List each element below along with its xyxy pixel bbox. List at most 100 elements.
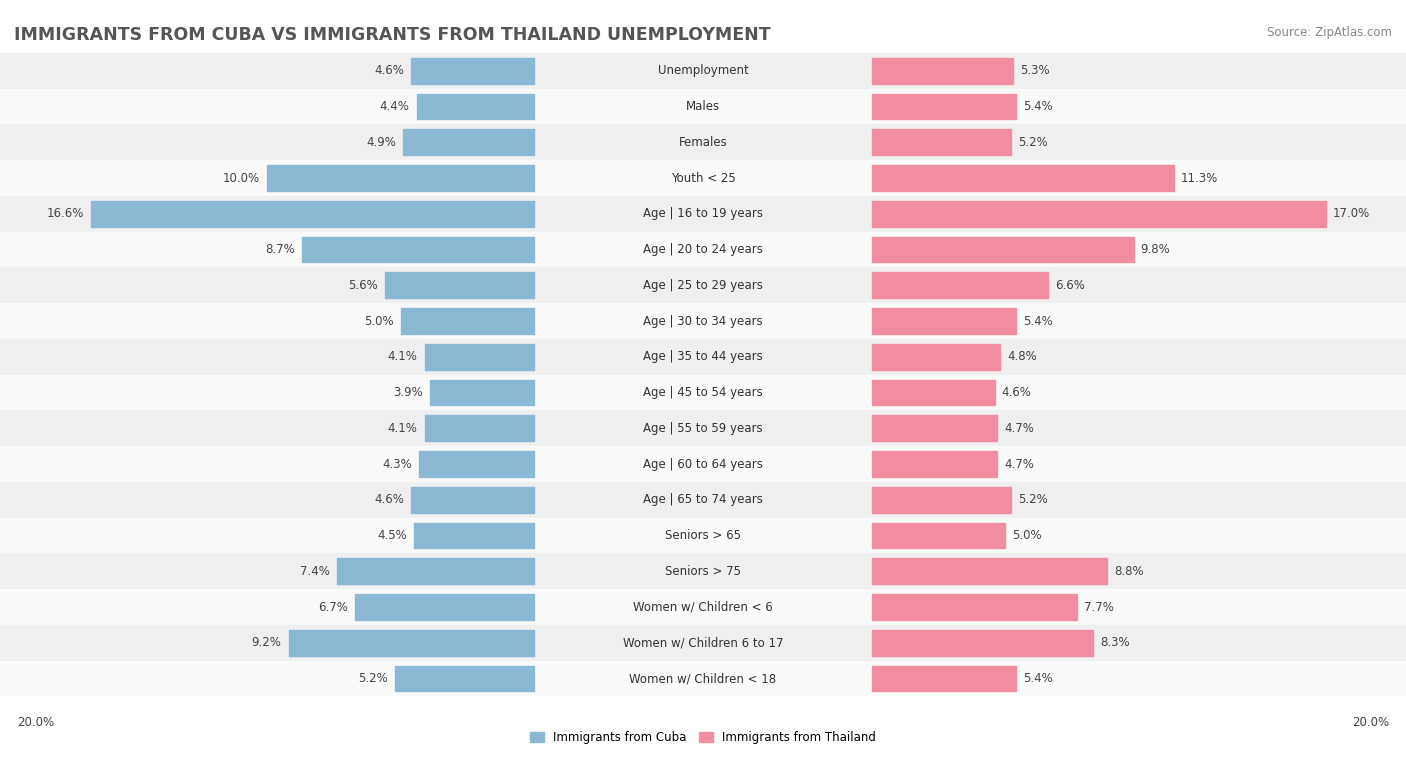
Text: Age | 60 to 64 years: Age | 60 to 64 years [643,457,763,471]
Text: 7.4%: 7.4% [299,565,329,578]
Bar [0,518,1406,553]
Text: 9.2%: 9.2% [252,637,281,650]
Bar [267,165,534,191]
Bar [872,487,1011,512]
Text: Age | 30 to 34 years: Age | 30 to 34 years [643,315,763,328]
Bar [288,630,534,656]
Bar [419,451,534,477]
Text: 5.4%: 5.4% [1024,315,1053,328]
Bar [0,304,1406,339]
Text: Women w/ Children < 18: Women w/ Children < 18 [630,672,776,685]
Bar [0,339,1406,375]
Text: 5.6%: 5.6% [347,279,378,292]
Bar [0,89,1406,124]
Text: 20.0%: 20.0% [17,716,53,730]
Text: 4.1%: 4.1% [388,350,418,363]
Bar [872,416,997,441]
Bar [872,451,997,477]
Text: 4.3%: 4.3% [382,457,412,471]
Bar [0,53,1406,89]
Bar [872,237,1133,263]
Text: 8.7%: 8.7% [266,243,295,256]
Bar [0,124,1406,160]
Bar [872,273,1047,298]
Bar [395,665,534,691]
Text: Seniors > 65: Seniors > 65 [665,529,741,542]
Bar [0,553,1406,589]
Text: 6.6%: 6.6% [1054,279,1085,292]
Text: 5.4%: 5.4% [1024,672,1053,685]
Text: Age | 25 to 29 years: Age | 25 to 29 years [643,279,763,292]
Bar [872,201,1326,227]
Bar [872,308,1017,334]
Bar [0,589,1406,625]
Text: 17.0%: 17.0% [1333,207,1369,220]
Text: 5.2%: 5.2% [1018,494,1047,506]
Text: 5.0%: 5.0% [1012,529,1042,542]
Text: 4.6%: 4.6% [1001,386,1032,399]
Text: 11.3%: 11.3% [1181,172,1218,185]
Text: Females: Females [679,136,727,149]
Text: 4.7%: 4.7% [1004,457,1035,471]
Bar [0,482,1406,518]
Bar [425,416,534,441]
Bar [0,625,1406,661]
Bar [413,522,534,548]
Bar [0,232,1406,267]
Bar [0,446,1406,482]
Bar [0,267,1406,304]
Text: Source: ZipAtlas.com: Source: ZipAtlas.com [1267,26,1392,39]
Bar [0,410,1406,446]
Bar [356,594,534,620]
Bar [872,594,1077,620]
Bar [430,380,534,406]
Text: 8.3%: 8.3% [1101,637,1130,650]
Bar [385,273,534,298]
Text: 5.2%: 5.2% [359,672,388,685]
Text: 8.8%: 8.8% [1114,565,1143,578]
Text: 5.2%: 5.2% [1018,136,1047,149]
Text: 7.7%: 7.7% [1084,600,1115,614]
Bar [416,94,534,120]
Bar [872,94,1017,120]
Bar [872,129,1011,155]
Text: 4.1%: 4.1% [388,422,418,435]
Text: 5.3%: 5.3% [1021,64,1050,77]
Text: 4.4%: 4.4% [380,100,409,113]
Bar [872,380,994,406]
Text: Age | 45 to 54 years: Age | 45 to 54 years [643,386,763,399]
Bar [872,522,1005,548]
Text: Age | 55 to 59 years: Age | 55 to 59 years [643,422,763,435]
Text: 4.8%: 4.8% [1007,350,1036,363]
Bar [336,559,534,584]
Bar [412,487,534,512]
Bar [872,665,1017,691]
Text: Seniors > 75: Seniors > 75 [665,565,741,578]
Text: 5.4%: 5.4% [1024,100,1053,113]
Bar [872,344,1000,369]
Bar [302,237,534,263]
Bar [872,559,1107,584]
Text: 4.7%: 4.7% [1004,422,1035,435]
Text: Age | 35 to 44 years: Age | 35 to 44 years [643,350,763,363]
Text: 4.5%: 4.5% [377,529,408,542]
Text: 5.0%: 5.0% [364,315,394,328]
Text: Males: Males [686,100,720,113]
Bar [0,196,1406,232]
Legend: Immigrants from Cuba, Immigrants from Thailand: Immigrants from Cuba, Immigrants from Th… [524,726,882,749]
Bar [91,201,534,227]
Text: 4.9%: 4.9% [367,136,396,149]
Text: 4.6%: 4.6% [374,494,405,506]
Bar [0,375,1406,410]
Text: Age | 20 to 24 years: Age | 20 to 24 years [643,243,763,256]
Bar [0,160,1406,196]
Bar [872,165,1174,191]
Text: 20.0%: 20.0% [1353,716,1389,730]
Bar [872,630,1094,656]
Bar [412,58,534,84]
Bar [872,58,1014,84]
Text: 3.9%: 3.9% [394,386,423,399]
Text: IMMIGRANTS FROM CUBA VS IMMIGRANTS FROM THAILAND UNEMPLOYMENT: IMMIGRANTS FROM CUBA VS IMMIGRANTS FROM … [14,26,770,45]
Text: 6.7%: 6.7% [318,600,349,614]
Text: Age | 16 to 19 years: Age | 16 to 19 years [643,207,763,220]
